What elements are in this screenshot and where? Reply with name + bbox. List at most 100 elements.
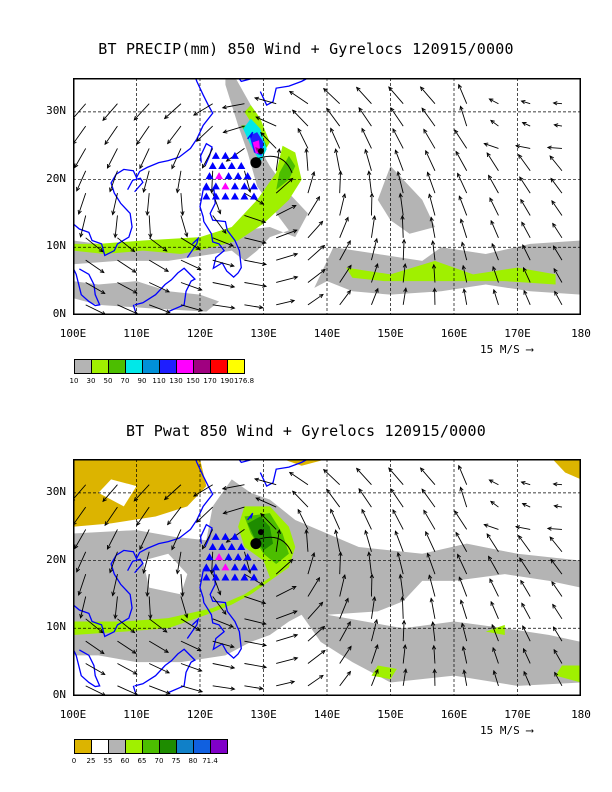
wind-arrowhead [552, 101, 558, 106]
wind-arrow [489, 479, 499, 486]
wind-arrowhead [222, 229, 227, 234]
wind-arrowhead [334, 529, 339, 535]
wind-arrowhead [98, 628, 104, 634]
wind-arrow [335, 530, 341, 552]
wind-arrow [553, 268, 563, 283]
wind-arrow [339, 265, 352, 283]
wind-arrowhead [139, 545, 144, 551]
wind-arrow [148, 215, 151, 238]
wind-arrow [149, 304, 170, 314]
wind-arrowhead [175, 569, 180, 575]
colorbar-swatch [193, 359, 211, 374]
map-frame [73, 78, 581, 315]
wind-arrow [489, 197, 499, 216]
wind-arrow [255, 116, 277, 127]
longitude-label: 160E [440, 327, 468, 340]
wind-arrowhead [145, 592, 150, 598]
field-contour [142, 553, 188, 595]
wind-arrowhead [551, 200, 556, 205]
wind-arrowhead [77, 590, 82, 596]
wind-arrowhead [522, 266, 527, 272]
gyre-triangle [221, 192, 230, 200]
wind-arrow [458, 465, 468, 485]
wind-arrowhead [490, 600, 495, 606]
wind-arrowhead [458, 464, 463, 470]
wind-arrowhead [549, 155, 554, 161]
gyre-triangle [224, 172, 233, 180]
gyre-triangle [211, 573, 220, 581]
gyre-triangle [211, 182, 220, 190]
wind-arrowhead [396, 170, 401, 176]
wind-arrow [457, 554, 468, 575]
wind-arrowhead [454, 510, 459, 516]
wind-arrow [371, 215, 376, 238]
gyre-triangle [211, 151, 220, 159]
wind-arrowhead [459, 218, 464, 224]
wind-arrowhead [100, 670, 106, 676]
longitude-label: 110E [123, 327, 150, 340]
wind-arrowhead [488, 479, 494, 484]
gyre-triangle [230, 532, 239, 540]
wind-arrowhead [522, 244, 527, 250]
wind-arrowhead [99, 268, 105, 274]
wind-arrowhead [373, 237, 379, 243]
wind-arrow [522, 244, 531, 261]
field-contour [377, 166, 435, 234]
longitude-label: 170E [504, 708, 531, 721]
colorbar-tick-label: 75 [171, 757, 181, 765]
wind-arrow [463, 670, 468, 686]
wind-arrow [148, 640, 169, 653]
wind-arrow [397, 171, 404, 194]
wind-arrowhead [192, 111, 198, 116]
pwat-colorbar [74, 739, 228, 754]
wind-arrowhead [262, 664, 268, 669]
graticule [73, 459, 581, 696]
wind-arrow [371, 596, 376, 619]
wind-arrowhead [76, 186, 81, 192]
wind-arrowhead [292, 610, 298, 615]
wind-arrow [212, 304, 235, 309]
wind-arrowhead [361, 508, 366, 514]
wind-arrow [139, 529, 150, 550]
gyre-triangle [224, 553, 233, 561]
wind-arrow [202, 148, 214, 169]
wind-arrowhead [290, 299, 296, 304]
wind-arrow [292, 490, 309, 508]
wind-arrow [148, 596, 151, 619]
wind-arrow [176, 551, 182, 574]
wind-arrow [307, 294, 324, 306]
longitude-label: 180 [571, 708, 591, 721]
wind-arrow [244, 170, 251, 193]
gyre-triangle [249, 192, 258, 200]
longitude-label: 140E [313, 708, 341, 721]
wind-arrow [364, 530, 372, 552]
wind-arrowhead [347, 264, 352, 270]
wind-arrowhead [109, 568, 114, 574]
longitude-label: 130E [250, 708, 277, 721]
wind-arrow [73, 125, 87, 145]
wind-arrowhead [523, 289, 528, 295]
wind-arrow [307, 650, 326, 664]
wind-arrow [176, 170, 182, 193]
wind-arrow [85, 259, 105, 273]
wind-arrow [484, 143, 499, 149]
wind-arrow [107, 529, 118, 550]
gyre-triangle [249, 573, 258, 581]
latitude-label: 20N [46, 552, 66, 566]
wind-arrow [523, 267, 531, 283]
coastline [259, 78, 309, 106]
wind-arrow [552, 223, 563, 239]
colorbar-swatch [74, 739, 92, 754]
wind-arrowhead [276, 528, 281, 534]
gyre-triangle [237, 162, 246, 170]
gyre-locations [202, 151, 258, 200]
gyre-triangle [202, 563, 211, 571]
gyre-triangle [221, 151, 230, 159]
wind-arrowhead [198, 307, 204, 312]
wind-arrow [254, 97, 277, 105]
wind-arrow [339, 290, 351, 306]
wind-arrow [484, 524, 499, 530]
wind-arrow [117, 282, 138, 294]
wind-arrowhead [315, 195, 321, 201]
wind-arrowhead [344, 597, 349, 603]
